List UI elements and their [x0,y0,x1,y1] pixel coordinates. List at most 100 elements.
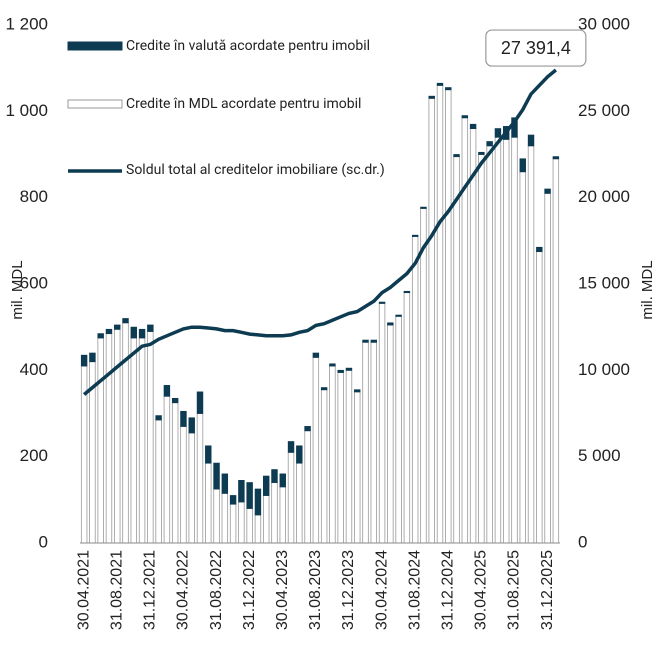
bar-segment [387,322,394,326]
x-tick-label: 31.08.2021 [108,550,125,630]
legend-label: Soldul total al creditelor imobiliare (s… [126,162,385,178]
bar-segment [552,156,560,160]
y2-tick-label: 15 000 [578,273,630,292]
bar-segment [519,171,526,544]
bar-segment [254,514,262,544]
x-tick-label: 30.04.2025 [473,550,490,630]
x-tick-label: 30.04.2022 [175,550,192,630]
bar-segment [469,128,477,544]
bar-segment [246,482,253,509]
legend-rect [67,41,123,51]
bar-segment [552,158,560,544]
y2-tick-label: 25 000 [578,101,630,120]
bar-segment [345,367,353,371]
bar-segment [147,324,154,332]
y-tick-label: 1 000 [5,101,48,120]
bar-segment [279,473,286,488]
bar-segment [271,482,278,544]
legend-label: Credite în valută acordate pentru imobil [126,38,371,54]
bar-segment [527,134,535,147]
bar-segment [130,337,138,544]
bar-segment [147,331,154,544]
bar-segment [114,324,121,330]
bar-segment [122,322,129,544]
bar-segment [502,138,510,544]
bar-segment [196,391,204,414]
bar-segment [329,363,336,367]
y-tick-label: 200 [20,446,48,465]
annotation-box [485,29,587,67]
bar-segment [486,141,493,147]
bar-segment [428,97,435,544]
bar-segment [105,328,113,335]
y-tick-label: 0 [39,532,48,551]
bar-segment [122,318,129,324]
bar-segment [320,387,328,391]
bar-segment [229,503,237,544]
y-tick-label: 400 [20,360,48,379]
bar-segment [370,339,378,343]
bar-segment [420,206,427,209]
bar-segment [486,145,493,544]
bar-segment [378,301,386,304]
bar-segment [494,136,502,544]
bar-segment [345,369,353,544]
bar-segment [80,354,88,367]
bar-segment [171,397,179,404]
bar-segment [378,303,386,544]
bar-segment [420,208,427,544]
x-tick-label: 31.08.2024 [406,550,423,630]
bar-segment [155,415,162,421]
bar-segment [445,87,452,91]
bar-segment [163,395,171,544]
legend-label: Credite în MDL acordate pentru imobil [126,96,362,112]
bar-segment [395,314,402,317]
bar-segment [453,154,460,158]
annotation-label: 27 391,4 [501,38,571,58]
y2-tick-label: 0 [578,532,587,551]
bar-segment [354,389,361,393]
bar-segment [436,85,444,544]
bar-segment [544,192,551,544]
bar-segment [180,410,187,427]
bar-segment [320,389,328,544]
bar-segment [279,486,286,544]
x-tick-label: 31.08.2025 [506,550,523,630]
bar-segment [213,462,220,490]
x-tick-label: 31.12.2023 [340,550,357,630]
bar-segment [246,508,253,544]
bar-segment [89,352,96,363]
x-tick-label: 30.04.2023 [274,550,291,630]
y2-axis-title: mil. MDL [639,260,656,319]
bar-segment [262,495,270,544]
bar-segment [130,326,138,339]
bar-segment [296,445,303,464]
bar-segment [478,151,485,155]
bar-segment [494,128,502,138]
bar-segment [436,82,444,86]
bar-segment [527,145,535,544]
x-tick-label: 31.08.2022 [208,550,225,630]
bar-segment [97,337,104,544]
bar-segment [362,339,369,343]
bar-segment [461,115,469,119]
bar-segment [403,292,411,544]
y-tick-label: 600 [20,273,48,292]
bar-segment [428,95,435,99]
bar-segment [469,123,477,129]
bar-segment [155,419,162,544]
legend-rect [67,99,123,109]
bar-segment [163,385,171,397]
bar-segment [97,333,104,339]
bar-segment [213,488,220,544]
bar-segment [312,352,320,358]
x-tick-label: 30.04.2024 [373,550,390,630]
bar-segment [395,315,402,544]
bar-segment [544,188,551,194]
bar-segment [478,154,485,544]
legend-swatch [67,41,123,51]
x-tick-label: 30.04.2021 [75,550,92,630]
bar-segment [238,480,245,503]
y2-tick-label: 10 000 [578,360,630,379]
bar-segment [238,501,245,544]
